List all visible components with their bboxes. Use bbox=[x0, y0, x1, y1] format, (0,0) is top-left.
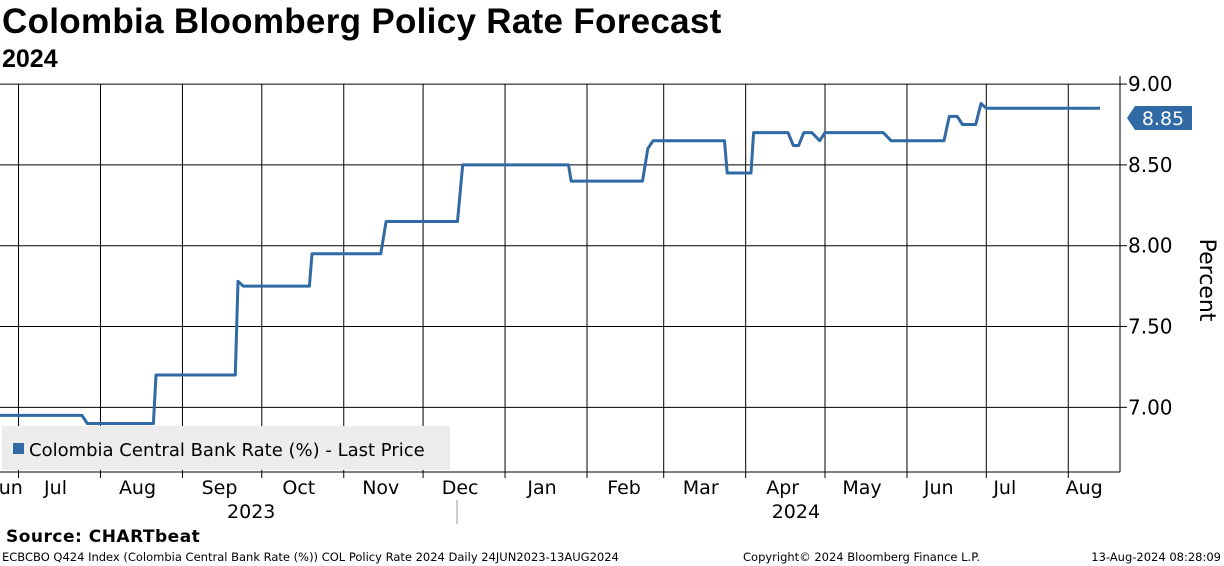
x-tick-label: Apr bbox=[766, 477, 799, 499]
legend-background bbox=[2, 426, 450, 470]
chart-title: Colombia Bloomberg Policy Rate Forecast bbox=[2, 2, 722, 41]
year-label: 2023 bbox=[227, 501, 275, 523]
grid-lines bbox=[0, 83, 1120, 472]
x-tick-label: Aug bbox=[119, 477, 156, 499]
x-tick-label: Jul bbox=[992, 477, 1016, 499]
axes: 7.00 7.50 8.00 8.50 9.00 Jun Jul Aug Sep Oct Nov De… bbox=[0, 72, 1173, 524]
legend: Colombia Central Bank Rate (%) - Last Pr… bbox=[2, 426, 450, 470]
last-value-callout: 8.85 bbox=[1127, 106, 1192, 130]
footer-timestamp: 13-Aug-2024 08:28:09 bbox=[1091, 550, 1221, 564]
y-tick-label: 7.50 bbox=[1128, 315, 1173, 339]
x-tick-label: Aug bbox=[1066, 477, 1103, 499]
y-tick-label: 8.50 bbox=[1128, 153, 1173, 177]
y-tick-label: 8.00 bbox=[1128, 234, 1173, 258]
last-value-label: 8.85 bbox=[1142, 108, 1184, 130]
x-tick-label: Feb bbox=[607, 477, 641, 499]
x-tick-label: Sep bbox=[202, 477, 238, 499]
chart-subtitle: 2024 bbox=[2, 45, 58, 73]
x-tick-label: Jan bbox=[526, 477, 556, 499]
x-tick-label: Dec bbox=[442, 477, 479, 499]
legend-swatch bbox=[13, 443, 24, 454]
x-tick-label: Jun bbox=[923, 477, 954, 499]
y-axis-label: Percent bbox=[1194, 239, 1219, 322]
last-value-badge bbox=[1127, 106, 1192, 130]
x-tick-label: Mar bbox=[683, 477, 719, 499]
series-line bbox=[0, 102, 1100, 425]
year-label: 2024 bbox=[772, 501, 820, 523]
legend-label: Colombia Central Bank Rate (%) - Last Pr… bbox=[29, 440, 425, 461]
footer-source: Source: CHARTbeat bbox=[6, 527, 201, 547]
footer-copyright: Copyright© 2024 Bloomberg Finance L.P. bbox=[743, 550, 980, 564]
x-tick-label: Jun bbox=[0, 477, 23, 499]
series-layer bbox=[0, 102, 1100, 425]
x-tick-label: May bbox=[842, 477, 881, 499]
x-tick-label: Nov bbox=[362, 477, 399, 499]
y-tick-label: 7.00 bbox=[1128, 395, 1173, 419]
footer-index-info: ECBCBO Q424 Index (Colombia Central Bank… bbox=[2, 550, 619, 564]
y-tick-label: 9.00 bbox=[1128, 72, 1173, 96]
x-tick-label: Oct bbox=[282, 477, 315, 499]
x-tick-label: Jul bbox=[43, 477, 67, 499]
